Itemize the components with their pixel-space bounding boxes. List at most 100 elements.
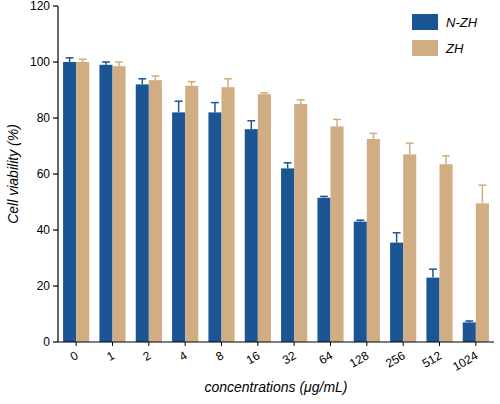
error-cap — [356, 219, 364, 221]
error-bar — [102, 62, 110, 65]
bar — [367, 139, 380, 342]
legend-swatch — [412, 40, 438, 56]
error-cap — [260, 92, 268, 94]
x-tick-label: 512 — [420, 348, 445, 370]
x-tick — [403, 342, 404, 346]
bar — [463, 322, 476, 342]
error-cap — [465, 320, 473, 322]
error-cap — [442, 155, 450, 157]
bar — [440, 164, 453, 342]
error-cap — [188, 81, 196, 83]
error-cap — [138, 78, 146, 80]
error-line — [287, 163, 289, 169]
error-line — [178, 101, 180, 112]
y-tick-label: 40 — [37, 223, 51, 237]
error-bar — [284, 163, 292, 169]
bar — [172, 112, 185, 342]
error-cap — [320, 196, 328, 198]
x-tick-label: 1 — [104, 348, 117, 364]
x-tick-label: 64 — [316, 348, 335, 367]
error-cap — [66, 57, 74, 59]
y-tick — [53, 173, 58, 174]
x-tick-label: 1024 — [450, 348, 480, 374]
y-tick — [53, 117, 58, 118]
error-bar — [297, 100, 305, 104]
bar — [354, 222, 367, 342]
y-tick-label: 60 — [37, 167, 51, 181]
x-tick-label: 8 — [213, 348, 226, 364]
error-bar — [356, 220, 364, 221]
x-tick-label: 16 — [244, 348, 263, 367]
bar — [222, 87, 235, 342]
error-line — [432, 269, 434, 277]
x-tick — [112, 342, 113, 346]
y-axis-title: Cell viability (%) — [5, 124, 21, 224]
x-tick — [185, 342, 186, 346]
error-bar — [151, 76, 159, 80]
error-cap — [247, 120, 255, 122]
chart: 020406080100120012481632641282565121024c… — [0, 0, 500, 404]
error-bar — [175, 101, 183, 112]
bar — [99, 65, 112, 342]
bar — [149, 80, 162, 342]
x-tick — [475, 342, 476, 346]
legend-label: N-ZH — [446, 15, 478, 30]
error-cap — [284, 162, 292, 164]
y-tick-label: 100 — [30, 55, 50, 69]
x-tick — [330, 342, 331, 346]
bar — [113, 66, 126, 342]
error-cap — [406, 142, 414, 144]
bar — [403, 154, 416, 342]
error-cap — [224, 78, 232, 80]
error-cap — [211, 102, 219, 104]
error-bar — [66, 58, 74, 62]
bar — [281, 168, 294, 342]
x-tick — [148, 342, 149, 346]
y-tick — [53, 285, 58, 286]
error-bar — [115, 62, 123, 66]
x-tick-label: 2 — [141, 348, 154, 364]
error-cap — [115, 61, 123, 63]
error-bar — [320, 196, 328, 197]
error-bar — [333, 119, 341, 126]
error-line — [409, 143, 411, 154]
error-bar — [188, 82, 196, 86]
x-tick-label: 4 — [177, 348, 190, 364]
bar — [426, 278, 439, 342]
error-bar — [211, 103, 219, 113]
bar — [136, 84, 149, 342]
y-tick — [53, 341, 58, 342]
plot-area — [63, 58, 489, 342]
error-cap — [478, 184, 486, 186]
bar — [331, 126, 344, 342]
error-line — [336, 119, 338, 126]
y-tick-label: 120 — [30, 0, 50, 13]
bar — [476, 203, 489, 342]
y-tick-label: 80 — [37, 111, 51, 125]
error-line — [445, 156, 447, 164]
error-bar — [406, 143, 414, 154]
bar — [245, 129, 258, 342]
error-line — [227, 79, 229, 87]
x-tick — [76, 342, 77, 346]
x-axis-title: concentrations (μg/mL) — [204, 379, 347, 395]
y-tick-label: 20 — [37, 279, 51, 293]
error-cap — [175, 100, 183, 102]
error-bar — [465, 321, 473, 322]
error-bar — [478, 185, 486, 203]
y-tick — [53, 5, 58, 6]
y-tick-label: 0 — [43, 335, 50, 349]
x-tick-label: 256 — [383, 348, 408, 370]
bar — [258, 94, 271, 342]
error-line — [373, 133, 375, 139]
x-axis — [58, 341, 494, 342]
legend: N-ZHZH — [412, 14, 478, 56]
error-cap — [151, 75, 159, 77]
x-tick-label: 32 — [280, 348, 299, 367]
bar — [63, 62, 76, 342]
x-tick — [257, 342, 258, 346]
error-bar — [429, 269, 437, 277]
bar — [185, 86, 198, 342]
x-tick — [366, 342, 367, 346]
x-tick — [221, 342, 222, 346]
